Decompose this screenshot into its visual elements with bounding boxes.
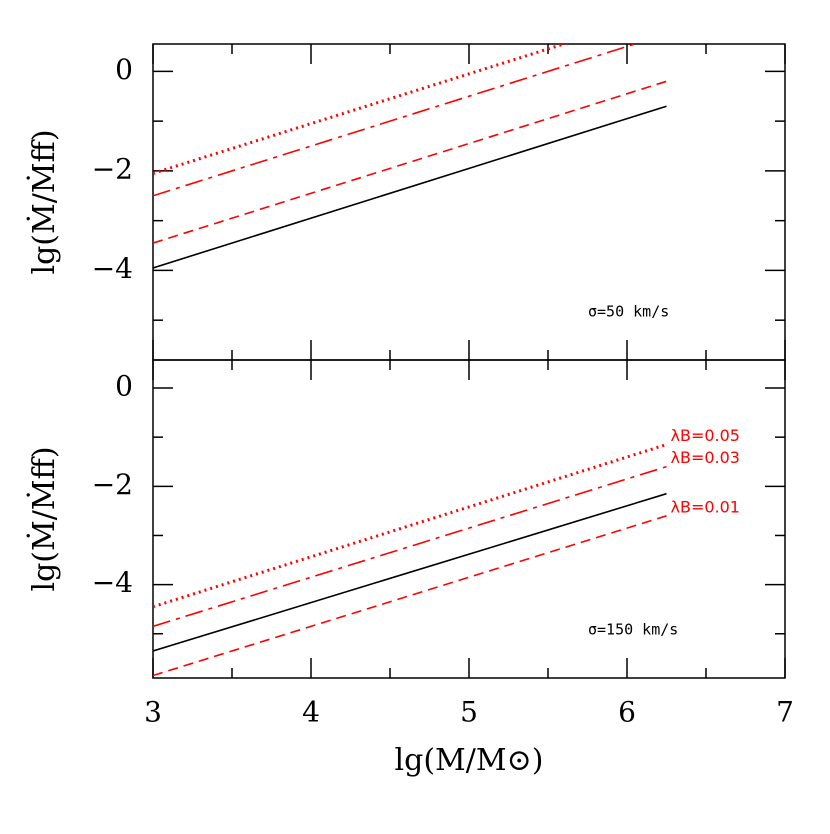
annotation: σ=150 km/s [588,621,678,639]
series-line [153,443,667,609]
y-tick-label: −2 [92,468,133,501]
plot-area [153,443,667,677]
series-line [153,44,638,197]
x-tick-label: 5 [460,696,478,729]
annotation: σ=50 km/s [588,303,669,321]
plot-area [153,44,667,269]
x-tick-label: 3 [144,696,162,729]
series-line [153,515,667,677]
series-label: λB=0.01 [671,497,740,516]
y-axis-label: lg(Ṁ/Ṁff) [26,129,62,274]
plot-frame [152,43,786,361]
series-line [153,492,667,652]
y-tick-label: −4 [92,252,133,285]
series-label: λB=0.03 [671,448,740,467]
series-line [153,105,667,269]
series-line [153,465,667,628]
x-axis-label: lg(M/M⊙) [395,743,544,778]
series-label: λB=0.05 [671,426,740,445]
x-tick-label: 7 [776,696,794,729]
x-tick-label: 6 [618,696,636,729]
plot-frame [152,359,786,679]
y-axis-label: lg(Ṁ/Ṁff) [26,446,62,591]
y-tick-label: 0 [115,53,133,86]
y-tick-label: −2 [92,152,133,185]
y-tick-label: −4 [92,566,133,599]
x-tick-label: 4 [302,696,320,729]
series-line [153,80,667,244]
series-line [153,44,569,175]
y-tick-label: 0 [115,370,133,403]
